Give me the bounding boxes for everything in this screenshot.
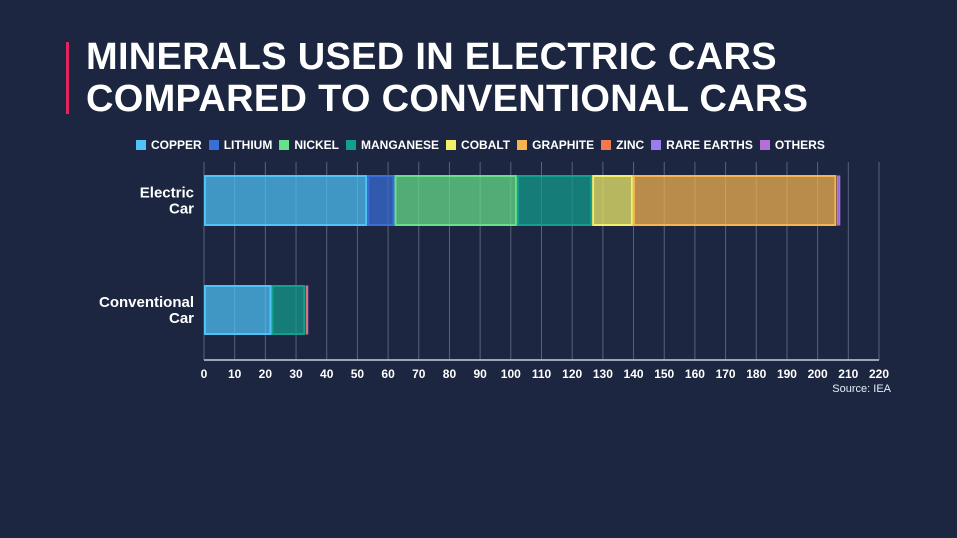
x-tick-label-50: 50 — [351, 367, 365, 381]
legend-swatch — [446, 140, 457, 150]
x-tick-label-10: 10 — [228, 367, 242, 381]
legend-item-zinc: ZINC — [601, 138, 644, 152]
bar-lithium-row-0 — [367, 175, 395, 226]
legend-item-cobalt: COBALT — [446, 138, 510, 152]
category-label-line: Car — [169, 201, 194, 218]
x-tick-label-20: 20 — [259, 367, 273, 381]
x-tick-label-0: 0 — [201, 367, 208, 381]
legend-item-others: OTHERS — [759, 138, 825, 152]
x-tick-label-70: 70 — [412, 367, 426, 381]
legend-label: ZINC — [616, 138, 645, 152]
legend-label: GRAPHITE — [532, 138, 595, 152]
bar-manganese-row-1 — [271, 285, 306, 335]
category-label-0: Electric Car — [140, 185, 194, 218]
legend-label: COPPER — [151, 138, 202, 152]
bar-rare-earths-row-0 — [837, 175, 839, 226]
x-tick-label-120: 120 — [562, 367, 582, 381]
bar-copper-row-1 — [204, 285, 272, 335]
x-tick-label-190: 190 — [777, 367, 797, 381]
x-tick-label-150: 150 — [654, 367, 674, 381]
legend-swatch — [208, 140, 219, 150]
title-accent-bar — [66, 42, 69, 114]
legend-label: NICKEL — [294, 138, 340, 152]
legend-swatch — [346, 140, 357, 150]
title-line-1: MINERALS USED IN ELECTRIC CARS — [86, 36, 777, 78]
bar-nickel-row-0 — [394, 175, 517, 226]
bar-copper-row-0 — [204, 175, 368, 226]
bar-others-row-1 — [306, 285, 309, 335]
legend-label: MANGANESE — [361, 138, 440, 152]
legend-item-manganese: MANGANESE — [346, 138, 439, 152]
legend-swatch — [601, 140, 612, 150]
x-tick-label-90: 90 — [473, 367, 487, 381]
title-line-2: COMPARED TO CONVENTIONAL CARS — [86, 78, 809, 120]
page-title: MINERALS USED IN ELECTRIC CARS COMPARED … — [86, 36, 808, 120]
category-label-1: Conventional Car — [99, 294, 194, 327]
legend-item-copper: COPPER — [136, 138, 202, 152]
legend-item-rare-earths: RARE EARTHS — [651, 138, 753, 152]
legend-swatch — [517, 140, 528, 150]
legend-swatch — [136, 140, 146, 150]
x-tick-label-60: 60 — [381, 367, 395, 381]
bar-graphite-row-0 — [632, 175, 837, 226]
legend-swatch — [651, 140, 662, 150]
x-tick-label-30: 30 — [289, 367, 303, 381]
x-tick-label-180: 180 — [746, 367, 766, 381]
category-label-line: Car — [169, 310, 194, 327]
category-label-line: Electric — [140, 185, 194, 202]
bar-manganese-row-0 — [516, 175, 593, 226]
legend-label: COBALT — [461, 138, 511, 152]
category-label-line: Conventional — [99, 294, 194, 311]
x-tick-label-40: 40 — [320, 367, 334, 381]
x-tick-label-170: 170 — [716, 367, 736, 381]
legend-label: RARE EARTHS — [666, 138, 753, 152]
x-tick-label-130: 130 — [593, 367, 613, 381]
legend-item-nickel: NICKEL — [279, 138, 339, 152]
x-tick-label-160: 160 — [685, 367, 705, 381]
x-tick-label-210: 210 — [838, 367, 858, 381]
legend-item-graphite: GRAPHITE — [517, 138, 594, 152]
legend-swatch — [759, 140, 770, 150]
legend-label: OTHERS — [774, 138, 825, 152]
legend-swatch — [279, 140, 290, 150]
bar-others-row-0 — [838, 175, 841, 226]
x-tick-label-140: 140 — [624, 367, 644, 381]
legend-item-lithium: LITHIUM — [208, 138, 273, 152]
source-note: Source: IEA — [832, 383, 891, 395]
x-tick-label-80: 80 — [443, 367, 457, 381]
chart-legend: COPPER LITHIUM NICKEL MANGANESE COBALT GRAPHI… — [136, 138, 832, 152]
x-tick-label-110: 110 — [532, 367, 552, 381]
x-tick-label-200: 200 — [808, 367, 828, 381]
legend-label: LITHIUM — [223, 138, 273, 152]
x-tick-label-100: 100 — [501, 367, 521, 381]
bar-cobalt-row-0 — [592, 175, 633, 226]
x-tick-label-220: 220 — [869, 367, 889, 381]
